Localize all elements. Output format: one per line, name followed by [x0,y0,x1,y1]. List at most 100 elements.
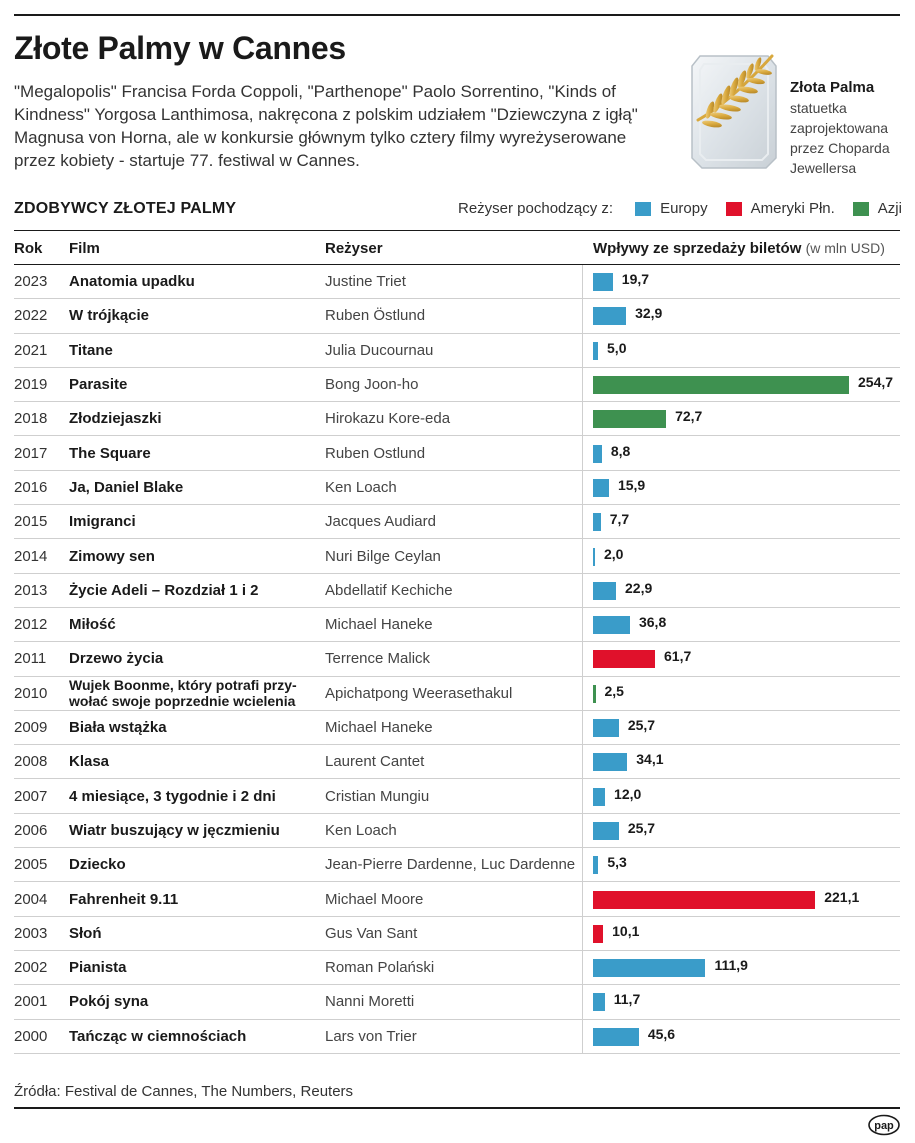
row-film: Anatomia upadku [69,273,195,291]
row-director: Ruben Östlund [325,307,426,325]
table-row: 2001 Pokój syna Nanni Moretti 11,7 [14,985,900,1020]
table-row: 2016 Ja, Daniel Blake Ken Loach 15,9 [14,471,900,506]
bar-label: 221,1 [824,888,860,905]
table-row: 2023 Anatomia upadku Justine Triet 19,7 [14,265,900,300]
row-film: Fahrenheit 9.11 [69,890,179,908]
palm-statuette-svg [691,54,777,169]
col-header-revenue: Wpływy ze sprzedaży biletów (w mln USD) [593,240,885,257]
table-row: 2012 Miłość Michael Haneke 36,8 [14,608,900,643]
row-year: 2005 [14,856,48,874]
row-year: 2000 [14,1027,48,1045]
row-director: Julia Ducournau [325,341,434,359]
row-year: 2018 [14,410,48,428]
row-film: Pokój syna [69,993,149,1011]
row-film: Zimowy sen [69,547,155,565]
row-director: Michael Moore [325,890,424,908]
row-year: 2014 [14,547,48,565]
bar-label: 22,9 [625,579,653,596]
bar-label: 2,5 [604,682,624,699]
row-year: 2003 [14,924,48,942]
table-row: 2010 Wujek Boonme, który potrafi przy-woł… [14,677,900,711]
row-film: Złodziejaszki [69,410,162,428]
table-row: 2008 Klasa Laurent Cantet 34,1 [14,745,900,780]
row-film: Klasa [69,753,110,771]
page-title: Złote Palmy w Cannes [14,30,346,66]
table-row: 2015 Imigranci Jacques Audiard 7,7 [14,505,900,540]
bar-label: 7,7 [609,511,630,528]
row-director: Michael Haneke [325,616,433,634]
row-year: 2016 [14,478,48,496]
bar [593,753,628,772]
row-director: Apichatpong Weerasethakul [325,684,513,702]
row-director: Nanni Moretti [325,993,415,1011]
row-film: The Square [69,444,151,462]
legend-label: Ameryki Płn. [750,200,835,217]
row-year: 2007 [14,787,48,805]
row-year: 2006 [14,821,48,839]
row-film: 4 miesiące, 3 tygodnie i 2 dni [69,787,276,805]
legend-swatch-europe [635,201,652,216]
bar [593,478,609,497]
legend-label: Azji [877,200,902,217]
top-rule [14,14,900,16]
row-director: Laurent Cantet [325,753,425,771]
bar [593,1027,639,1046]
row-film-line: Wujek Boonme, który potrafi przy- [69,677,297,694]
row-film: Słoń [69,924,102,942]
row-director: Ken Loach [325,478,397,496]
bar-label: 111,9 [714,957,748,974]
table-top-rule [14,230,900,231]
row-film-line: wołać swoje poprzednie wcielenia [69,693,296,710]
row-director: Justine Triet [325,273,406,291]
bar [593,993,605,1012]
row-year: 2015 [14,513,48,531]
table-row: 2002 Pianista Roman Polański 111,9 [14,951,900,986]
bar [593,341,599,360]
table-row: 2004 Fahrenheit 9.11 Michael Moore 221,1 [14,882,900,917]
row-year: 2002 [14,959,48,977]
bar [593,273,613,292]
bar-label: 45,6 [647,1025,676,1042]
row-year: 2012 [14,616,48,634]
source-note: Źródła: Festival de Cannes, The Numbers,… [14,1083,354,1100]
row-director: Ruben Ostlund [325,444,426,462]
bar [593,924,604,943]
row-film: Miłość [69,616,116,634]
column-divider [582,265,583,1053]
statuette-caption: Złota Palma statuetka zaprojektowana prz… [790,78,910,178]
row-year: 2011 [14,650,47,668]
bar-label: 25,7 [627,717,656,734]
col-header-director: Reżyser [325,240,383,257]
bar-label: 34,1 [636,751,664,768]
row-film: Życie Adeli – Rozdział 1 i 2 [69,581,259,599]
row-year: 2022 [14,307,48,325]
pap-logo-text: pap [874,1120,894,1132]
legend-intro: Reżyser pochodzący z: [458,200,614,217]
table-row: 2009 Biała wstążka Michael Haneke 25,7 [14,711,900,746]
statuette-caption-line: Jewellersa [790,160,857,176]
statuette-title: Złota Palma [790,79,875,96]
row-director: Terrence Malick [325,650,431,668]
row-year: 2009 [14,719,48,737]
row-director: Abdellatif Kechiche [325,581,453,599]
bar-label: 10,1 [612,922,640,939]
bar [593,376,849,395]
bar [593,410,667,429]
row-year: 2017 [14,444,48,462]
row-film: Tańcząc w ciemnościach [69,1027,247,1045]
row-director: Bong Joon-ho [325,376,419,394]
bar-label: 61,7 [664,648,692,665]
row-director: Lars von Trier [325,1027,417,1045]
bottom-rule [14,1107,900,1109]
table-row: 2000 Tańcząc w ciemnościach Lars von Trier… [14,1020,900,1054]
bar [593,616,630,635]
row-director: Ken Loach [325,821,397,839]
table-row: 2017 The Square Ruben Ostlund 8,8 [14,437,900,471]
bar-label: 12,0 [614,785,642,802]
bar [593,547,595,566]
row-year: 2001 [14,993,48,1011]
row-director: Michael Haneke [325,719,433,737]
bar-label: 15,9 [617,476,646,493]
bar-label: 11,7 [613,991,641,1008]
bar [593,307,627,326]
